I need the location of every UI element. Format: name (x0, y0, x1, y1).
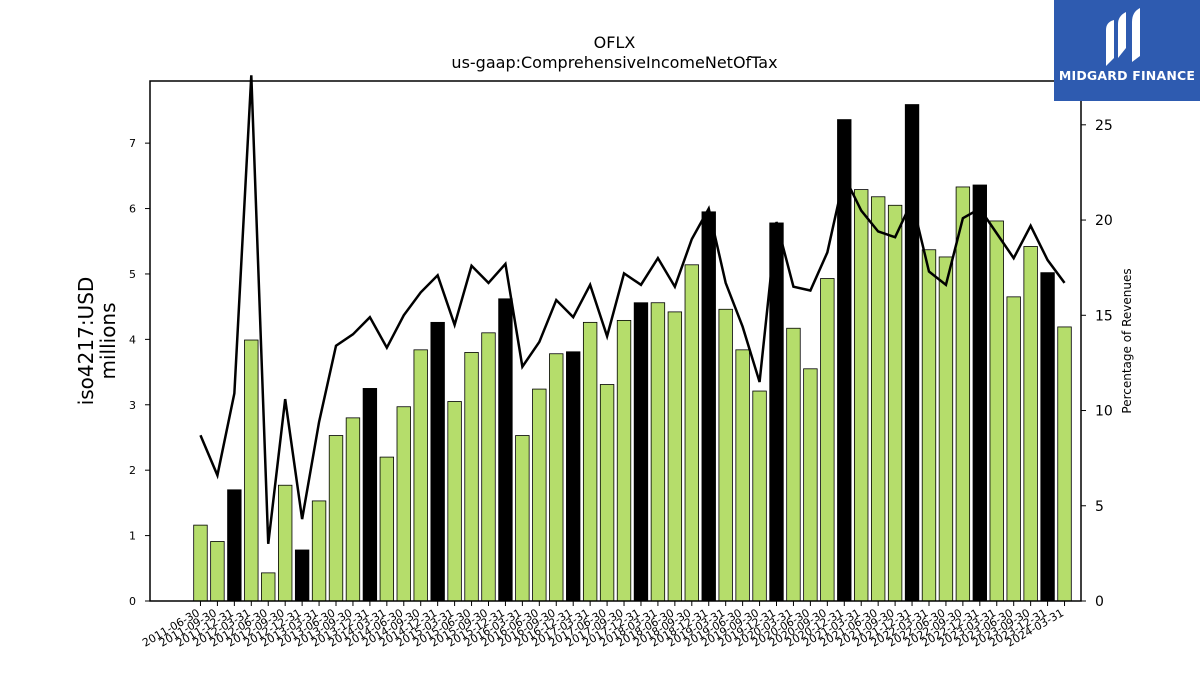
bar-2024-03-31 (1057, 326, 1072, 602)
y-axis-label-line: iso4217:USD (74, 277, 98, 406)
bar-2014-03-31 (379, 456, 395, 602)
percentage-of-revenues-line (199, 75, 1066, 545)
bar-2015-03-31 (447, 401, 462, 602)
chart-title: OFLX (594, 33, 636, 52)
midgard-finance-logo: MIDGARD FINANCE (1054, 0, 1200, 101)
chart-subtitle: us-gaap:ComprehensiveIncomeNetOfTax (451, 53, 777, 72)
bar-2012-09-30 (278, 484, 293, 602)
bar-2022-09-30 (955, 186, 971, 602)
bar-2018-09-30 (684, 264, 699, 602)
axes: 0123456705101520252011-06-302011-09-3020… (129, 80, 1113, 650)
y2-tick-label: 0 (1095, 594, 1104, 610)
y2-tick-label: 15 (1095, 308, 1113, 324)
bar-2017-09-30 (616, 319, 632, 602)
y-tick-label: 5 (129, 268, 136, 281)
bar-2016-03-31 (515, 435, 530, 602)
y-tick-label: 6 (129, 203, 136, 216)
bar-2019-03-31 (718, 308, 733, 602)
bar-2020-09-30 (820, 278, 835, 602)
bar-2015-09-30 (481, 332, 496, 602)
plot-frame (149, 80, 1082, 602)
y2-tick-label: 5 (1095, 499, 1104, 515)
bar-2015-06-30 (464, 352, 479, 602)
bar-2012-12-31 (294, 549, 310, 602)
bars (193, 104, 1072, 602)
y2-tick-label: 20 (1095, 213, 1113, 229)
y-tick-label: 1 (129, 530, 136, 543)
bar-2021-03-31 (854, 189, 869, 602)
y-tick-label: 3 (129, 399, 136, 412)
bar-2011-09-30 (210, 541, 225, 602)
bar-2022-06-30 (938, 256, 954, 602)
bar-2016-12-31 (566, 351, 581, 602)
bar-2013-09-30 (345, 417, 361, 602)
y-tick-label: 0 (129, 595, 136, 608)
bar-2019-09-30 (752, 390, 767, 602)
bar-2017-03-31 (582, 321, 598, 602)
bar-2011-06-30 (193, 524, 208, 602)
y-tick-label: 4 (129, 333, 136, 346)
bar-2018-12-31 (701, 211, 716, 602)
bar-2021-06-30 (870, 196, 886, 602)
bar-2023-12-31 (1040, 272, 1055, 602)
bar-2019-12-31 (769, 222, 784, 602)
bar-2018-06-30 (667, 311, 683, 602)
y-axis-label-line: millions (96, 302, 120, 379)
bar-2013-12-31 (362, 388, 378, 602)
bar-2016-06-30 (532, 388, 547, 602)
bar-2014-09-30 (413, 349, 428, 602)
bar-2012-03-31 (244, 339, 259, 602)
logo-mark-icon (1106, 8, 1140, 66)
y2-tick-label: 10 (1095, 404, 1113, 420)
bar-2012-06-30 (261, 572, 276, 602)
bar-2020-06-30 (803, 368, 818, 602)
bar-2020-03-31 (786, 327, 801, 602)
bar-2014-12-31 (430, 321, 445, 602)
bar-2021-12-31 (904, 104, 920, 602)
y2-tick-label: 25 (1095, 118, 1113, 134)
bar-2023-03-31 (989, 220, 1004, 602)
bar-2013-06-30 (328, 435, 344, 602)
bar-2017-06-30 (599, 384, 615, 602)
logo-text: MIDGARD FINANCE (1058, 68, 1196, 83)
bar-2014-06-30 (396, 406, 411, 602)
y-tick-label: 2 (129, 464, 136, 477)
bar-2018-03-31 (650, 302, 666, 602)
bar-2020-12-31 (837, 119, 852, 602)
bar-2021-09-30 (887, 204, 903, 602)
bar-2019-06-30 (735, 349, 750, 602)
bar-2017-12-31 (633, 302, 649, 602)
y-tick-label: 7 (129, 137, 136, 150)
bar-2022-12-31 (972, 184, 987, 602)
y2-axis-label: Percentage of Revenues (1120, 268, 1134, 413)
bar-2023-06-30 (1006, 296, 1021, 602)
bar-2022-03-31 (921, 249, 937, 602)
bar-2013-03-31 (311, 500, 327, 602)
percentage-line-group (199, 75, 1066, 545)
bar-2011-12-31 (227, 489, 242, 602)
bar-2016-09-30 (549, 353, 564, 602)
bar-2015-12-31 (498, 298, 513, 602)
bar-2023-09-30 (1023, 246, 1038, 602)
